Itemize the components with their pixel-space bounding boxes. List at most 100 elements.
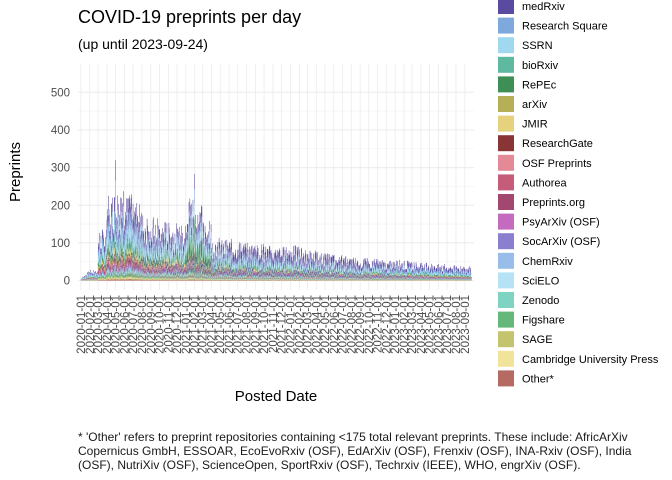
bar-segment-research-square — [115, 181, 116, 200]
bar-segment-medrxiv — [101, 248, 102, 253]
bar-segment-medrxiv — [119, 215, 120, 226]
bar-segment-ssrn — [123, 221, 124, 235]
bar-segment-medrxiv — [105, 237, 106, 244]
y-tick-label: 0 — [64, 276, 70, 288]
bar-segment-medrxiv — [124, 225, 125, 234]
bar-segment-researchgate — [135, 259, 136, 260]
bar-segment-jmir — [99, 263, 100, 265]
bar-segment-ssrn — [95, 275, 96, 276]
bar-segment-medrxiv — [94, 277, 95, 278]
bar-segment-repec — [87, 277, 88, 278]
bar-segment-osf-preprints — [115, 244, 116, 248]
bar-segment-ssrn — [121, 239, 122, 249]
bar-segment-research-square — [85, 276, 86, 277]
bar-segment-medrxiv — [121, 218, 122, 229]
bar-segment-repec — [89, 277, 90, 278]
bar-segment-ssrn — [99, 249, 100, 257]
bar-segment-research-square — [101, 254, 102, 259]
bar-segment-research-square — [135, 225, 136, 236]
bar-segment-jmir — [129, 251, 130, 254]
bar-segment-research-square — [114, 211, 115, 224]
bar-segment-research-square — [127, 212, 128, 225]
bar-segment-arxiv — [131, 247, 132, 250]
bar-segment-medrxiv — [91, 274, 92, 275]
bar-segment-arxiv — [117, 247, 118, 250]
bar-segment-medrxiv — [114, 197, 115, 211]
bar-segment-ssrn — [105, 251, 106, 258]
bar-segment-ssrn — [89, 275, 90, 276]
bar-segment-medrxiv — [111, 204, 112, 217]
bar-segment-repec — [99, 259, 100, 262]
bar-segment-repec — [107, 252, 108, 256]
bar-segment-medrxiv — [135, 214, 136, 225]
bar-segment-biorxiv — [127, 239, 128, 244]
bar-segment-ssrn — [91, 276, 92, 277]
bar-segment-medrxiv — [129, 199, 130, 213]
bar-segment-arxiv — [103, 264, 104, 265]
bar-segment-arxiv — [115, 234, 116, 238]
bar-segment-biorxiv — [89, 276, 90, 277]
bar-segment-research-square — [93, 272, 94, 274]
bar-segment-research-square — [93, 275, 94, 276]
bar-segment-biorxiv — [113, 256, 114, 259]
bar-segment-research-square — [103, 246, 104, 253]
bar-segment-ssrn — [106, 247, 107, 255]
bar-segment-preprints-org — [123, 258, 124, 262]
bar-segment-research-square — [97, 273, 98, 274]
chart-subtitle: (up until 2023-09-24) — [78, 36, 208, 52]
bar-segment-biorxiv — [125, 249, 126, 253]
bar-segment-biorxiv — [99, 256, 100, 259]
bar-segment-research-square — [118, 217, 119, 229]
y-tick-label: 400 — [51, 125, 70, 137]
bar-segment-osf-preprints — [117, 255, 118, 258]
bar-segment-medrxiv — [109, 215, 110, 226]
bar-segment-medrxiv — [109, 231, 110, 239]
bar-segment-medrxiv — [127, 199, 128, 213]
bar-segment-ssrn — [111, 229, 112, 241]
bar-segment-biorxiv — [117, 237, 118, 242]
bar-segment-medrxiv — [118, 204, 119, 217]
bar-segment-research-square — [125, 230, 126, 240]
bar-segment-research-square — [112, 212, 113, 225]
bar-segment-biorxiv — [95, 276, 96, 277]
bar-segment-medrxiv — [119, 230, 120, 239]
bar-segment-jmir — [123, 248, 124, 252]
bar-segment-medrxiv — [99, 233, 100, 241]
bar-segment-osf-preprints — [135, 261, 136, 263]
bar-segment-ssrn — [127, 226, 128, 239]
bar-segment-ssrn — [131, 223, 132, 237]
bar-segment-researchgate — [129, 255, 130, 257]
bar-segment-repec — [115, 226, 116, 233]
bar-segment-biorxiv — [107, 248, 108, 252]
bar-segment-jmir — [127, 251, 128, 254]
bar-segment-medrxiv — [90, 270, 91, 272]
bar-segment-ssrn — [129, 226, 130, 239]
bar-segment-jmir — [133, 258, 134, 261]
bar-segment-medrxiv — [107, 216, 108, 227]
bar-segment-research-square — [109, 240, 110, 248]
bar-segment-medrxiv — [89, 272, 90, 273]
bar-segment-researchgate — [115, 242, 116, 244]
bar-segment-arxiv — [105, 264, 106, 265]
bar-segment-medrxiv — [101, 236, 102, 244]
bar-segment-medrxiv — [85, 275, 86, 276]
bar-segment-repec — [133, 252, 134, 256]
bar-segment-research-square — [129, 213, 130, 226]
bar-segment-ssrn — [107, 237, 108, 247]
bar-segment-repec — [103, 262, 104, 265]
bar-segment-arxiv — [107, 255, 108, 257]
y-tick-label: 300 — [51, 163, 70, 175]
bar-segment-biorxiv — [87, 276, 88, 277]
bar-segment-research-square — [99, 241, 100, 249]
x-tick-label: 2023-09-01 — [460, 295, 472, 354]
bar-segment-medrxiv — [87, 272, 88, 273]
bar-segment-medrxiv — [83, 277, 84, 278]
bar-segment-medrxiv — [93, 274, 94, 275]
bar-segment-medrxiv — [123, 191, 124, 206]
bar-segment-biorxiv — [103, 259, 104, 262]
bar-segment-arxiv — [123, 246, 124, 249]
bar-segment-arxiv — [133, 256, 134, 258]
bar-segment-medrxiv — [122, 203, 123, 216]
bar-segment-ssrn — [103, 252, 104, 259]
bar-segment-repec — [105, 261, 106, 264]
